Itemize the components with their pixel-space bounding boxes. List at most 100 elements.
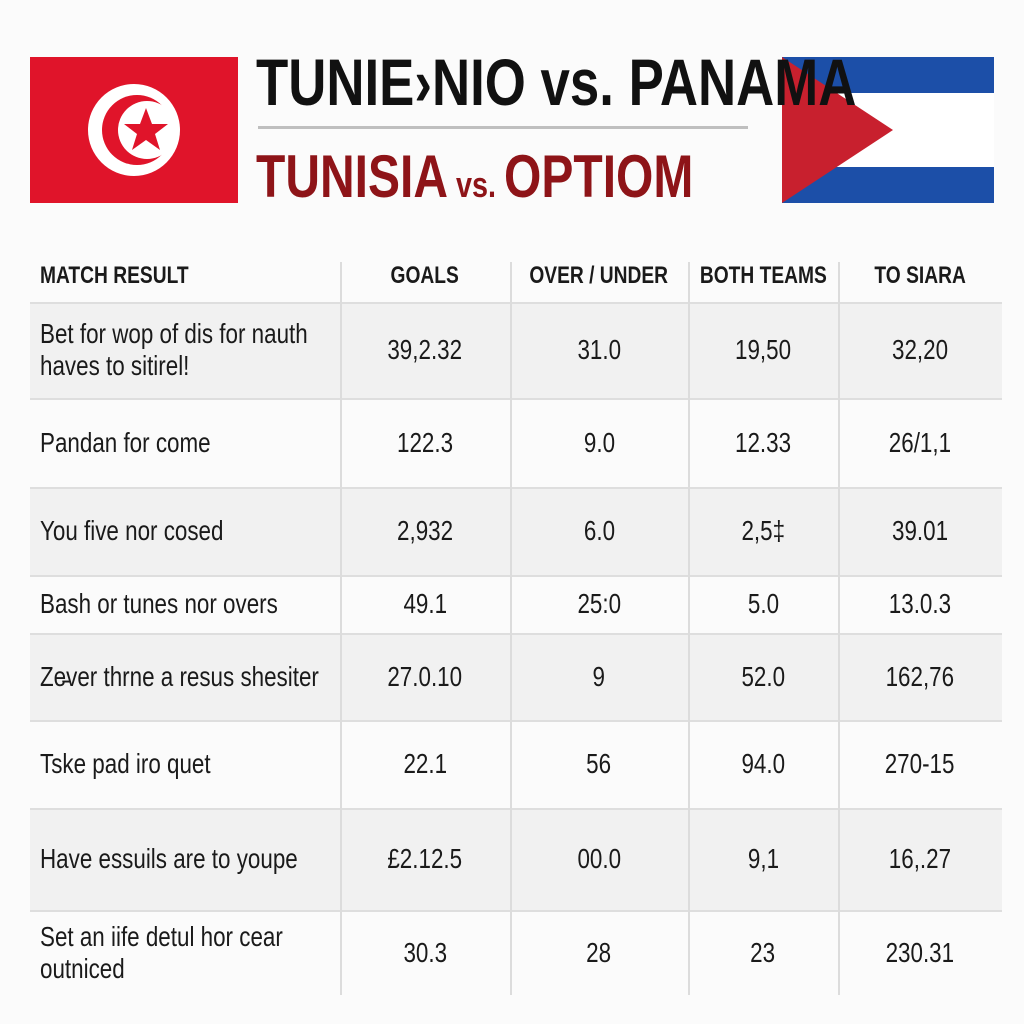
cell-text: You five nor cosed [40, 515, 269, 547]
column-divider [340, 262, 342, 995]
row-divider [30, 487, 1002, 489]
table-cell: 39.01 [838, 487, 1002, 575]
row-background [30, 487, 1002, 575]
table-cell: 26/1,1 [838, 398, 1002, 487]
row-divider [30, 575, 1002, 577]
cell-text: TO SIARA [863, 260, 977, 292]
header-cell: BOTH TEAMS [688, 250, 838, 302]
table-cell: 6.0 [510, 487, 688, 575]
text-line: Have essuils are to youpe [40, 843, 362, 875]
cell-text: 23 [747, 937, 778, 969]
table-cell: Bash or tunes nor overs [30, 575, 340, 633]
text: 9,1 [747, 843, 779, 874]
text-line: 23 [747, 937, 778, 969]
text: 30.3 [403, 936, 447, 968]
subtitle-vs: vs. [456, 164, 497, 205]
text: 56 [586, 748, 612, 779]
text-line: 39,2.32 [378, 334, 471, 366]
table-cell: 52.0 [688, 633, 838, 720]
table-cell: 13.0.3 [838, 575, 1002, 633]
text: 00.0 [577, 843, 621, 874]
subtitle-left: TUNISIA [256, 143, 448, 210]
cell-text: Pandan for come [40, 427, 253, 459]
text-line: 122.3 [390, 427, 460, 459]
column-divider [838, 262, 840, 995]
column-divider [510, 262, 512, 995]
subtitle-text: TUNISIA vs. OPTIOM [256, 142, 693, 211]
table-cell: 2,5‡ [688, 487, 838, 575]
text: 27.0.10 [387, 660, 463, 692]
table-cell: Tske pad iro quet [30, 720, 340, 808]
text: 22.1 [403, 748, 447, 779]
text: 5.0 [747, 588, 779, 619]
text-line: You five nor cosed [40, 515, 269, 547]
text: 2,932 [396, 515, 454, 546]
cell-text: Set an iife detul hor cear outniced [40, 921, 344, 985]
header-cell: TO SIARA [838, 250, 1002, 302]
cell-text: 39,2.32 [378, 334, 471, 366]
cell-text: 16,.27 [881, 843, 959, 875]
cell-text: 19,50 [728, 334, 798, 366]
text-line: haves to sitirel! [40, 350, 375, 382]
text: 6.0 [583, 515, 615, 546]
cell-text: Bash or tunes nor overs [40, 588, 337, 620]
cell-text: Have essuils are to youpe [40, 843, 362, 875]
cell-text: Ze̵ver thrne a resus shesiter [40, 661, 389, 693]
table-cell: 19,50 [688, 302, 838, 398]
text: 28 [586, 936, 612, 968]
text-line: Set an iife detul hor cear [40, 921, 344, 953]
text-line: 13.0.3 [881, 588, 959, 620]
text-line: 28 [583, 937, 614, 969]
text: Tske pad iro quet [40, 748, 211, 779]
cell-text: 12.33 [728, 427, 798, 459]
row-divider [30, 720, 1002, 722]
header-cell: OVER / UNDER [510, 250, 688, 302]
cell-text: 2,932 [390, 515, 460, 547]
text: haves to sitirel! [40, 350, 190, 381]
text-line: 22.1 [398, 748, 453, 780]
cell-text: OVER / UNDER [512, 260, 685, 292]
text-line: 00.0 [572, 843, 627, 875]
text: 9 [592, 660, 606, 692]
table-cell: 00.0 [510, 808, 688, 910]
text: 49.1 [403, 588, 447, 619]
table-cell: 122.3 [340, 398, 510, 487]
text-line: 9,1 [744, 843, 783, 875]
text-line: 26/1,1 [881, 427, 959, 459]
text-line: 94.0 [736, 748, 791, 780]
cell-text: 270-15 [876, 748, 963, 780]
table-cell: Have essuils are to youpe [30, 808, 340, 910]
text-line: 9.0 [580, 427, 619, 459]
text: 19,50 [734, 334, 792, 365]
cell-text: 26/1,1 [881, 427, 959, 459]
table-cell: 28 [510, 910, 688, 995]
cell-text: 52.0 [736, 661, 791, 693]
flag-triangle [782, 57, 893, 203]
cell-text: 00.0 [572, 843, 627, 875]
text-line: MATCH RESULT [40, 260, 226, 292]
header-cell: GOALS [340, 250, 510, 302]
table-cell: 162,76 [838, 633, 1002, 720]
table-cell: 94.0 [688, 720, 838, 808]
text-line: 27.0.10 [378, 661, 471, 693]
text-line: outniced [40, 953, 344, 985]
cell-text: 49.1 [398, 588, 453, 620]
table-cell: 23 [688, 910, 838, 995]
row-divider [30, 398, 1002, 400]
table-cell: 230.31 [838, 910, 1002, 995]
cell-text: Bet for wop of dis for nauth haves to sit… [40, 318, 375, 382]
cell-text: £2.12.5 [378, 843, 471, 875]
text-line: 12.33 [728, 427, 798, 459]
table-cell: 12.33 [688, 398, 838, 487]
cell-text: Tske pad iro quet [40, 748, 253, 780]
cell-text: MATCH RESULT [40, 260, 226, 292]
text-line: Bash or tunes nor overs [40, 588, 337, 620]
text-line: 270-15 [876, 748, 963, 780]
cell-text: 9 [591, 661, 607, 693]
text: 162,76 [885, 660, 955, 692]
cell-text: GOALS [382, 260, 467, 292]
text: 94.0 [741, 748, 785, 779]
text-line: Pandan for come [40, 427, 253, 459]
row-background [30, 808, 1002, 910]
text: Set an iife detul hor cear [40, 920, 283, 952]
